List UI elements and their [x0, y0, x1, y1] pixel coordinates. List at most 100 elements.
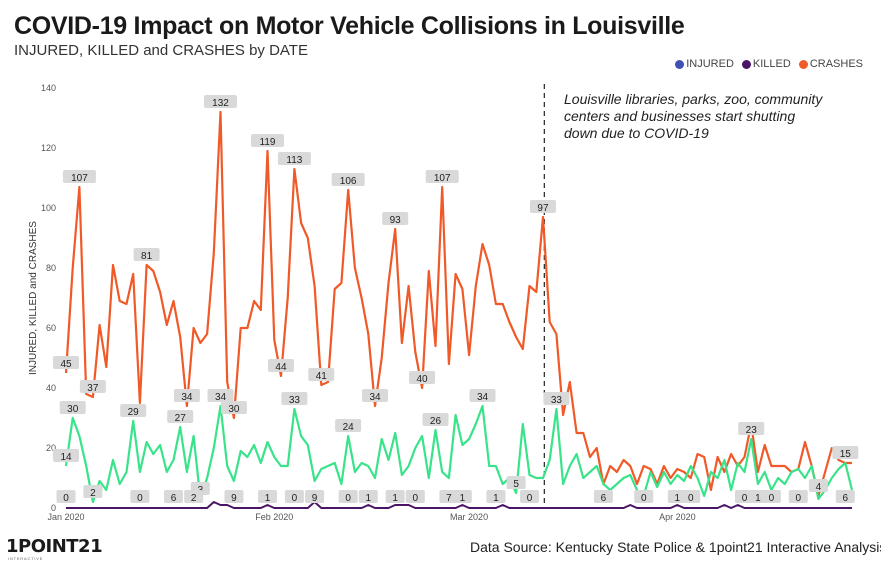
data-label-box — [133, 248, 160, 261]
data-label-text: 45 — [60, 359, 72, 370]
data-label-crashes: 107 — [62, 170, 96, 184]
data-label-box — [224, 490, 244, 503]
data-label-killed: 1 — [486, 490, 506, 504]
data-label-box — [520, 490, 540, 503]
data-label-text: 0 — [742, 493, 748, 504]
annotation-line-2: centers and businesses start shutting — [564, 108, 796, 124]
data-label-text: 41 — [316, 371, 328, 382]
data-label-text: 4 — [816, 482, 822, 493]
data-label-injured: 2 — [83, 485, 103, 499]
data-label-box — [120, 404, 147, 417]
data-label-box — [184, 490, 204, 503]
data-label-crashes: 45 — [53, 356, 79, 370]
data-label-crashes: 132 — [204, 95, 238, 109]
x-tick-label: Jan 2020 — [47, 512, 84, 522]
data-label-killed: 1 — [452, 490, 472, 504]
data-label-box — [425, 170, 459, 183]
data-label-box — [331, 173, 365, 186]
data-label-box — [83, 485, 103, 498]
data-label-box — [207, 389, 234, 402]
x-tick-label: Feb 2020 — [255, 512, 293, 522]
logo-text: 1POINT21 — [6, 536, 103, 557]
data-label-box — [284, 490, 304, 503]
chart-subtitle: INJURED, KILLED and CRASHES by DATE — [14, 42, 308, 59]
legend-item-killed[interactable]: KILLED — [741, 58, 791, 70]
data-label-injured: 4 — [808, 479, 828, 493]
legend-item-injured[interactable]: INJURED — [675, 58, 734, 70]
data-label-crashes: 106 — [331, 173, 365, 187]
chart-title: COVID-19 Impact on Motor Vehicle Collisi… — [14, 12, 685, 40]
annotation-line-1: Louisville libraries, parks, zoo, commun… — [564, 91, 823, 107]
data-label-crashes: 41 — [308, 368, 335, 382]
data-label-box — [62, 170, 96, 183]
legend-dot-crashes — [798, 59, 808, 69]
data-label-text: 0 — [137, 493, 143, 504]
legend-item-crashes[interactable]: CRASHES — [798, 58, 863, 70]
data-label-box — [281, 392, 308, 405]
data-label-injured: 26 — [422, 413, 449, 427]
data-label-box — [422, 413, 449, 426]
data-label-text: 24 — [343, 422, 355, 433]
data-label-text: 0 — [688, 493, 694, 504]
data-label-killed: 9 — [305, 490, 325, 504]
data-label-text: 1 — [392, 493, 398, 504]
series-line-killed — [66, 501, 852, 509]
data-label-box — [543, 392, 570, 405]
data-label-text: 81 — [141, 251, 153, 262]
data-label-text: 6 — [601, 493, 607, 504]
data-label-injured: 24 — [335, 419, 362, 433]
y-tick-label: 140 — [41, 83, 56, 93]
data-label-text: 132 — [212, 98, 229, 109]
y-axis-label: INJURED, KILLED and CRASHES — [28, 221, 39, 375]
data-label-killed: 0 — [520, 490, 540, 504]
data-label-killed: 9 — [224, 490, 244, 504]
data-label-crashes: 113 — [277, 152, 311, 166]
data-label-box — [308, 368, 335, 381]
data-label-box — [79, 380, 106, 393]
data-label-text: 1 — [265, 493, 271, 504]
series-line-crashes — [64, 110, 852, 498]
data-label-text: 0 — [345, 493, 351, 504]
data-label-box — [56, 490, 76, 503]
data-label-crashes: 81 — [133, 248, 160, 262]
series-line-injured — [64, 404, 854, 504]
data-label-killed: 0 — [761, 490, 781, 504]
data-label-killed: 6 — [593, 490, 613, 504]
data-label-crashes: 34 — [173, 389, 200, 403]
data-source: Data Source: Kentucky State Police & 1po… — [470, 539, 881, 555]
data-label-box — [634, 490, 654, 503]
data-label-injured: 33 — [543, 392, 570, 406]
data-label-text: 6 — [843, 493, 849, 504]
brand-logo: 1POINT21 INTERACTIVE — [6, 536, 103, 562]
data-label-text: 34 — [181, 392, 193, 403]
data-label-text: 119 — [260, 137, 276, 148]
data-label-box — [382, 212, 409, 225]
data-label-box — [53, 356, 79, 369]
data-label-box — [506, 476, 526, 489]
y-tick-label: 0 — [51, 503, 56, 513]
data-label-text: 33 — [289, 395, 301, 406]
data-label-box — [251, 134, 285, 147]
data-label-box — [358, 490, 378, 503]
data-label-text: 0 — [641, 493, 647, 504]
data-label-text: 0 — [527, 493, 533, 504]
data-label-box — [409, 371, 436, 384]
data-label-text: 30 — [228, 404, 240, 415]
data-label-crashes: 44 — [267, 359, 294, 373]
data-label-text: 2 — [90, 488, 96, 499]
data-label-box — [173, 389, 200, 402]
data-label-box — [338, 490, 358, 503]
data-label-injured: 34 — [469, 389, 496, 403]
data-label-box — [529, 200, 556, 213]
data-label-killed: 0 — [634, 490, 654, 504]
data-label-text: 40 — [416, 374, 428, 385]
data-label-text: 2 — [191, 493, 197, 504]
legend-dot-injured — [675, 59, 685, 69]
data-label-crashes: 107 — [425, 170, 459, 184]
annotation-line-3: down due to COVID-19 — [564, 125, 709, 141]
data-label-text: 15 — [840, 449, 852, 460]
data-label-text: 93 — [390, 215, 402, 226]
data-label-injured: 34 — [207, 389, 234, 403]
data-label-box — [130, 490, 150, 503]
